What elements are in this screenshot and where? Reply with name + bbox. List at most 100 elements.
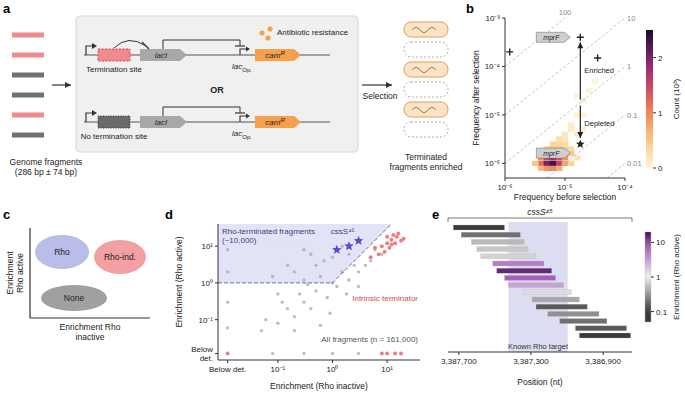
tick-label: 10⁻¹ xyxy=(198,316,213,325)
axis-title: Frequency before selection xyxy=(514,192,617,202)
panel-letter: e xyxy=(432,207,439,222)
ratio-line xyxy=(505,18,625,115)
tick-label: 10 xyxy=(656,238,665,247)
fragment xyxy=(461,232,520,237)
panel-letter: c xyxy=(3,207,10,222)
cell-dna xyxy=(412,28,436,33)
fragment-point xyxy=(302,352,305,355)
label: OR xyxy=(210,85,224,95)
y-axis xyxy=(218,224,219,360)
enriched-point xyxy=(594,54,601,61)
fragment xyxy=(524,290,571,295)
fragment-point xyxy=(347,253,350,256)
cell xyxy=(404,22,448,37)
text-line: Terminated xyxy=(405,152,447,162)
tick xyxy=(653,57,656,58)
fragment-point xyxy=(302,278,305,281)
cell xyxy=(404,102,448,117)
text-line: Enrichment Rho xyxy=(60,322,121,332)
cam-gene xyxy=(255,49,301,61)
fragment-point xyxy=(393,241,397,245)
fragment-point xyxy=(385,241,389,245)
fragment-point xyxy=(276,322,279,325)
fragment-point xyxy=(399,352,403,356)
ratio-line xyxy=(505,66,625,163)
fragment-point xyxy=(226,326,229,329)
fragment-point xyxy=(389,243,393,247)
fragment-point xyxy=(331,256,334,259)
subscript: Op. xyxy=(242,134,252,140)
title-bracket xyxy=(448,218,632,222)
density-cell xyxy=(544,161,551,166)
plot-area xyxy=(505,18,625,178)
tick-label: 10⁻⁴ xyxy=(617,183,633,192)
fragment-point xyxy=(271,352,274,355)
gene-box xyxy=(536,32,570,42)
enriched-point xyxy=(506,48,513,55)
promoter-head xyxy=(246,114,250,119)
fragment-point xyxy=(364,264,367,267)
fragment xyxy=(536,304,587,309)
fragment-point xyxy=(302,248,305,251)
text-line: 10¹ xyxy=(201,242,213,251)
plot-area xyxy=(218,224,420,356)
tick xyxy=(603,352,604,355)
axis-title: Enrichment (Rho inactive) xyxy=(270,381,368,391)
empty-cell xyxy=(404,42,448,57)
density-cell xyxy=(538,166,545,171)
density-cell xyxy=(532,161,539,166)
fragment-point xyxy=(226,270,229,273)
fragment-point xyxy=(357,352,360,355)
label: camR xyxy=(265,50,285,60)
fragment-point xyxy=(385,235,389,239)
fragment-point xyxy=(347,278,350,281)
fragment xyxy=(481,254,536,259)
genome-fragment xyxy=(12,33,44,38)
tick xyxy=(215,353,218,354)
density-cell xyxy=(550,142,557,147)
promoter xyxy=(86,46,93,55)
label: No termination site xyxy=(81,132,148,141)
text-line: (286 bp ± 74 bp) xyxy=(15,167,77,177)
arrow-head xyxy=(386,82,392,88)
panel-letter: a xyxy=(3,1,11,16)
fragment-point xyxy=(391,233,395,237)
repression-bar xyxy=(235,45,245,46)
text-line: Below xyxy=(191,345,213,354)
density-cell xyxy=(568,146,575,151)
promoter xyxy=(240,49,246,55)
label: Rho-ind. xyxy=(104,252,136,262)
genome-fragment xyxy=(12,93,44,98)
tick xyxy=(227,360,228,363)
arrow-line xyxy=(580,42,581,99)
y-axis xyxy=(29,228,30,318)
ratio-label: 100 xyxy=(559,8,572,17)
x-axis xyxy=(218,360,420,361)
no-termination-site xyxy=(98,116,130,128)
density-cell xyxy=(574,93,581,98)
cell-dna xyxy=(412,68,436,73)
fragment-point xyxy=(314,289,317,292)
fragment-point xyxy=(357,285,360,288)
label: camR xyxy=(265,117,285,127)
fragment-point xyxy=(345,292,348,295)
enriched-point xyxy=(577,34,584,41)
fragment-point xyxy=(383,250,387,254)
text-line: fragments enriched xyxy=(390,162,463,172)
text-line: 10⁰ xyxy=(201,279,213,288)
fragment-point xyxy=(357,270,360,273)
text-line: inactive xyxy=(76,332,105,342)
tick-label: Below det. xyxy=(209,365,246,374)
fragment-point xyxy=(373,246,377,250)
tick xyxy=(565,178,566,181)
fragment-point xyxy=(226,352,230,356)
density-cell xyxy=(586,88,593,93)
tick xyxy=(651,311,654,312)
y-axis xyxy=(505,18,506,178)
fragment xyxy=(453,225,504,230)
fragment-point xyxy=(293,315,296,318)
title-patch xyxy=(525,207,555,217)
cssS-point xyxy=(354,236,364,245)
tick xyxy=(215,282,218,283)
density-cell xyxy=(574,155,581,160)
